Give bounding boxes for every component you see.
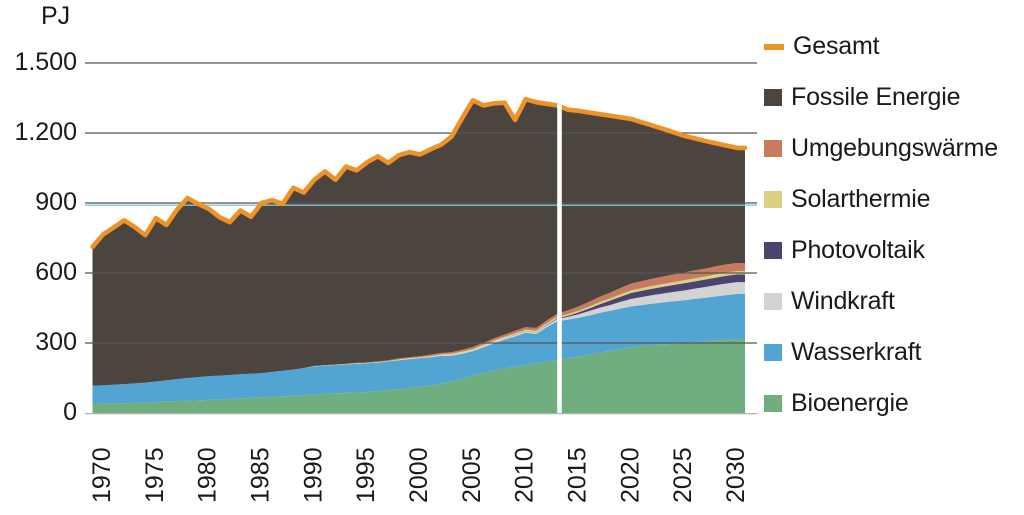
legend-label: Windkraft [791, 287, 895, 315]
y-tick-label: 0 [63, 398, 77, 426]
legend-item-gesamt: Gesamt [764, 34, 998, 59]
forecast-divider [557, 88, 562, 413]
legend-swatch-wasserkraft [764, 344, 782, 361]
area-bioenergie [92, 339, 745, 413]
x-tick-label: 1980 [194, 447, 222, 503]
legend-label: Photovoltaik [791, 236, 925, 264]
legend-swatch-windkraft [764, 293, 782, 310]
legend-item-windkraft: Windkraft [764, 289, 998, 314]
legend-swatch-bioenergie [764, 395, 782, 412]
legend-label: Umgebungswärme [791, 134, 999, 162]
x-tick-label: 1990 [299, 447, 327, 503]
area-umgebungswarme [92, 262, 745, 386]
y-axis-unit-label: PJ [41, 2, 71, 30]
legend-item-umgebungswarme: Umgebungswärme [764, 136, 998, 161]
x-tick-label: 1985 [247, 447, 275, 503]
x-tick-label: 2000 [405, 447, 433, 503]
legend-swatch-umgebungswarme [764, 140, 782, 157]
x-tick-label: 2005 [458, 447, 486, 503]
area-solarthermie [92, 271, 745, 386]
area-windkraft [92, 282, 745, 386]
legend-label: Fossile Energie [791, 83, 961, 111]
total-line-gesamt [90, 96, 748, 250]
x-tick-label: 2025 [669, 447, 697, 503]
y-tick-label: 300 [35, 328, 77, 356]
legend-label: Solarthermie [791, 185, 931, 213]
chart-legend: Gesamt Fossile Energie Umgebungswärme Solar… [764, 34, 998, 416]
x-tick-label: 1970 [88, 447, 116, 503]
legend-item-bioenergie: Bioenergie [764, 391, 998, 416]
legend-label: Gesamt [793, 32, 880, 60]
y-tick-label: 600 [35, 258, 77, 286]
area-photovoltaik [92, 274, 745, 386]
y-tick-label: 900 [35, 188, 77, 216]
legend-item-photovoltaik: Photovoltaik [764, 238, 998, 263]
x-tick-label: 2020 [616, 447, 644, 503]
x-tick-label: 1975 [141, 447, 169, 503]
x-tick-label: 2010 [511, 447, 539, 503]
x-tick-label: 2015 [564, 447, 592, 503]
x-tick-label: 2030 [722, 447, 750, 503]
legend-swatch-fossile-energie [764, 89, 782, 106]
area-wasserkraft [92, 294, 745, 404]
y-tick-label: 1.200 [14, 118, 77, 146]
legend-label: Wasserkraft [791, 338, 922, 366]
x-tick-label: 1995 [352, 447, 380, 503]
y-tick-label: 1.500 [14, 48, 77, 76]
legend-swatch-solarthermie [764, 191, 782, 208]
legend-item-solarthermie: Solarthermie [764, 187, 998, 212]
area-fossile-energie [92, 99, 745, 386]
legend-swatch-gesamt [764, 43, 784, 50]
legend-item-wasserkraft: Wasserkraft [764, 340, 998, 365]
legend-label: Bioenergie [791, 389, 909, 417]
legend-swatch-photovoltaik [764, 242, 782, 259]
legend-item-fossile-energie: Fossile Energie [764, 85, 998, 110]
